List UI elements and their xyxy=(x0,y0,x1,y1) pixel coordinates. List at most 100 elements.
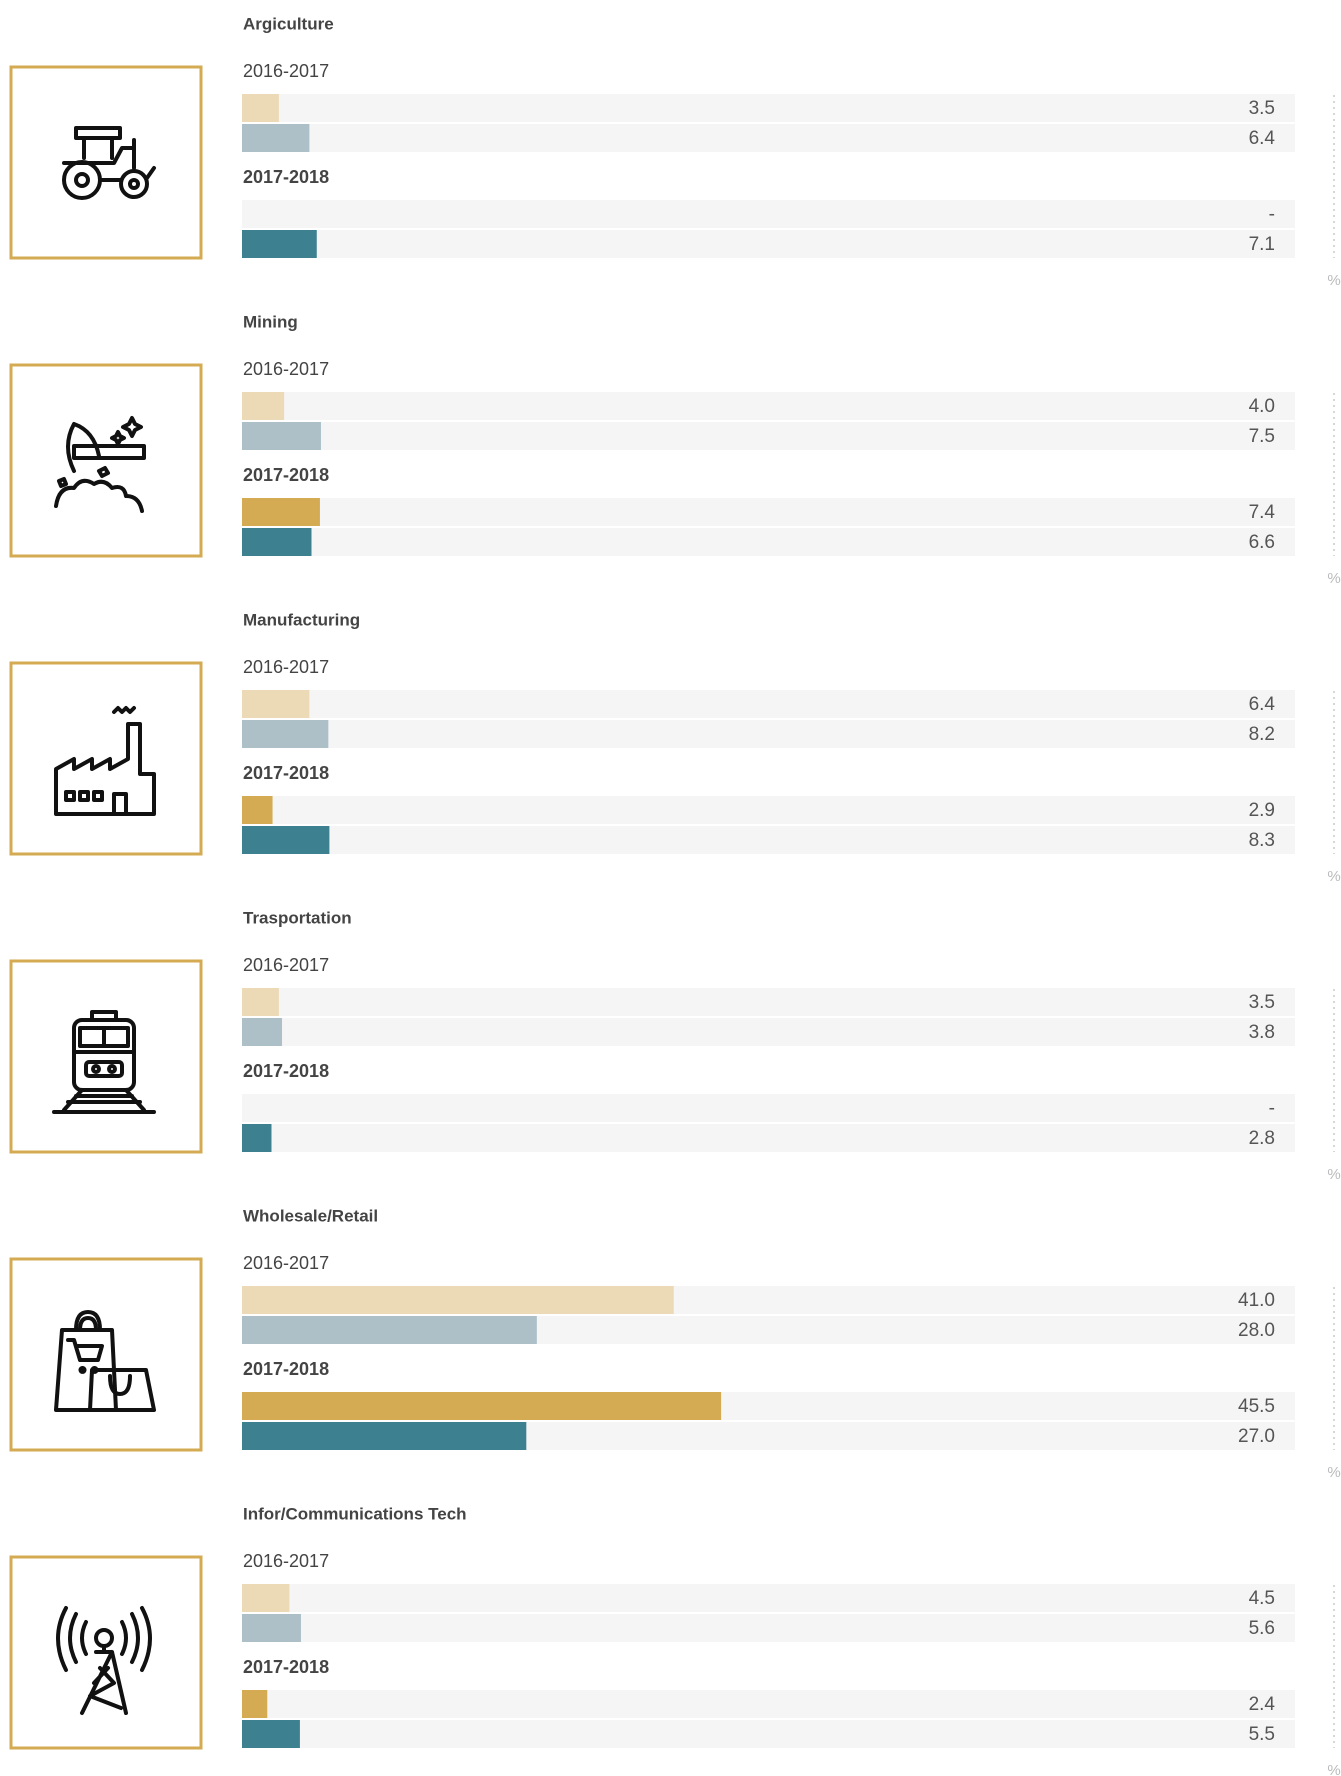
value-label: 4.5 xyxy=(1249,1588,1275,1609)
sector-title: Wholesale/Retail xyxy=(243,1206,378,1225)
sector-chart: Infor/Communications Tech 2016-2017 4.5 5.6… xyxy=(9,1504,1341,1776)
icon-frame xyxy=(9,959,203,1154)
bar xyxy=(242,1286,674,1314)
value-label: 7.1 xyxy=(1249,234,1275,255)
icon-frame xyxy=(9,1257,203,1452)
period-label: 2016-2017 xyxy=(243,1551,329,1571)
unit-label: % xyxy=(1327,1762,1340,1776)
value-label: 6.4 xyxy=(1249,128,1276,149)
period-label: 2016-2017 xyxy=(243,359,329,379)
value-label: 27.0 xyxy=(1238,1426,1275,1447)
period-label: 2017-2018 xyxy=(243,763,329,783)
bar xyxy=(242,1124,272,1152)
value-label: 6.4 xyxy=(1249,694,1276,715)
unit-label: % xyxy=(1327,272,1340,289)
bar xyxy=(242,1316,537,1344)
period-label: 2016-2017 xyxy=(243,61,329,81)
value-label: - xyxy=(1269,1098,1275,1119)
period-label: 2017-2018 xyxy=(243,1061,329,1081)
value-label: 5.5 xyxy=(1249,1724,1275,1745)
sector-title: Manufacturing xyxy=(243,610,360,629)
value-label: 3.5 xyxy=(1249,98,1275,119)
bar-track xyxy=(242,422,1295,450)
bar-track xyxy=(242,1614,1295,1642)
bar-track xyxy=(242,826,1295,854)
period-label: 2016-2017 xyxy=(243,955,329,975)
sector-icon xyxy=(54,416,146,513)
unit-label: % xyxy=(1327,1166,1340,1183)
sector-title: Infor/Communications Tech xyxy=(243,1504,467,1523)
value-label: 2.8 xyxy=(1249,1128,1275,1149)
unit-label: % xyxy=(1327,868,1340,885)
period-label: 2016-2017 xyxy=(243,1253,329,1273)
bar-track xyxy=(242,988,1295,1016)
bar-track xyxy=(242,498,1295,526)
bar-track xyxy=(242,1124,1295,1152)
sector-chart: Manufacturing 2016-2017 6.4 8.2 2017-2018 2.9… xyxy=(9,610,1341,885)
value-label: 3.5 xyxy=(1249,992,1275,1013)
bar xyxy=(242,988,279,1016)
bar-track xyxy=(242,124,1295,152)
value-label: 4.0 xyxy=(1249,396,1275,417)
sector-icon xyxy=(54,706,156,816)
value-label: 2.4 xyxy=(1249,1694,1276,1715)
bar-track xyxy=(242,1018,1295,1046)
bar xyxy=(242,1614,301,1642)
bar xyxy=(242,94,279,122)
bar xyxy=(242,498,320,526)
bar xyxy=(242,1720,300,1748)
bar-track xyxy=(242,720,1295,748)
period-label: 2017-2018 xyxy=(243,1359,329,1379)
bar xyxy=(242,1422,527,1450)
bar xyxy=(242,1018,283,1046)
icon-frame xyxy=(9,661,203,856)
sector-chart: Trasportation 2016-2017 3.5 3.8 2017-2018 - 2.… xyxy=(9,908,1341,1183)
bar-track xyxy=(242,1094,1295,1122)
sector-chart: Mining 2016-2017 4.0 7.5 2017-2018 7.4 6.6% xyxy=(9,312,1341,587)
bar-track xyxy=(242,1690,1295,1718)
sector-icon xyxy=(56,1606,152,1715)
value-label: 3.8 xyxy=(1249,1022,1275,1043)
bar-track xyxy=(242,94,1295,122)
value-label: - xyxy=(1269,204,1275,225)
bar-track xyxy=(242,392,1295,420)
bar xyxy=(242,230,317,258)
value-label: 6.6 xyxy=(1249,532,1275,553)
value-label: 2.9 xyxy=(1249,800,1275,821)
value-label: 7.5 xyxy=(1249,426,1275,447)
value-label: 45.5 xyxy=(1238,1396,1275,1417)
value-label: 8.3 xyxy=(1249,830,1275,851)
bar-track xyxy=(242,230,1295,258)
period-label: 2017-2018 xyxy=(243,167,329,187)
bar xyxy=(242,796,273,824)
bar-track xyxy=(242,528,1295,556)
period-label: 2017-2018 xyxy=(243,465,329,485)
bar xyxy=(242,690,310,718)
value-label: 28.0 xyxy=(1238,1320,1275,1341)
bar xyxy=(242,124,310,152)
bar-track xyxy=(242,1720,1295,1748)
period-label: 2016-2017 xyxy=(243,657,329,677)
sector-icon xyxy=(62,126,156,200)
bar xyxy=(242,826,330,854)
sector-title: Argiculture xyxy=(243,14,334,33)
sector-title: Mining xyxy=(243,312,298,331)
bar xyxy=(242,1392,722,1420)
value-label: 7.4 xyxy=(1249,502,1276,523)
value-label: 41.0 xyxy=(1238,1290,1275,1311)
unit-label: % xyxy=(1327,1464,1340,1481)
value-label: 8.2 xyxy=(1249,724,1275,745)
bar xyxy=(242,392,285,420)
icon-frame xyxy=(9,1555,203,1750)
bar-track xyxy=(242,1584,1295,1612)
sector-chart: Argiculture 2016-2017 3.5 6.4 2017-2018 - 7.1% xyxy=(9,14,1341,289)
unit-label: % xyxy=(1327,570,1340,587)
bar xyxy=(242,720,329,748)
bar-track xyxy=(242,796,1295,824)
value-label: 5.6 xyxy=(1249,1618,1275,1639)
bar xyxy=(242,422,321,450)
bar-track xyxy=(242,690,1295,718)
period-label: 2017-2018 xyxy=(243,1657,329,1677)
sector-title: Trasportation xyxy=(243,908,352,927)
